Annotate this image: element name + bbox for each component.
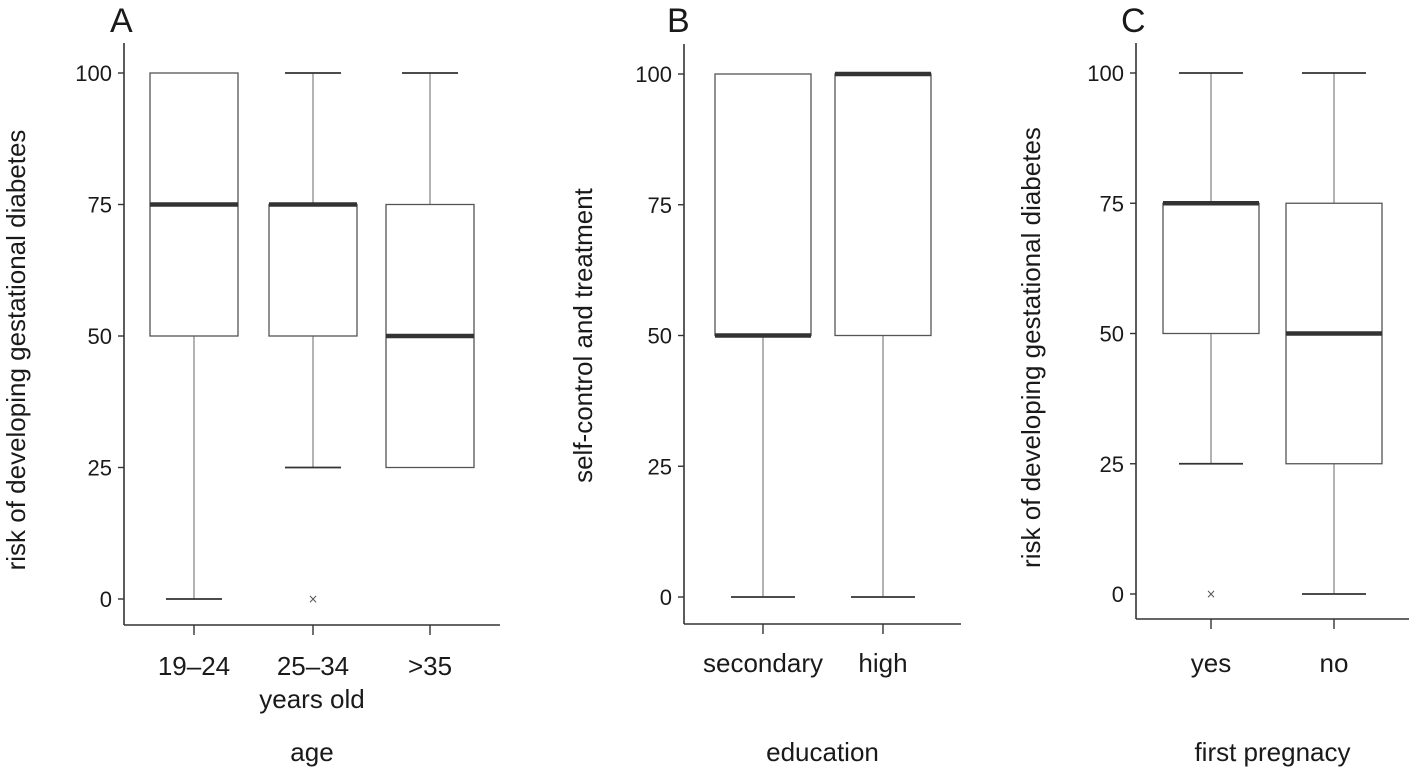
x-tick-label: no (1320, 648, 1349, 678)
panel-label: C (1121, 2, 1146, 40)
iqr-box (268, 203, 358, 337)
x-axis-label: age (290, 737, 333, 767)
y-tick-label: 25 (648, 454, 672, 479)
y-axis-label: self-control and treatment (568, 187, 598, 483)
box-group (714, 73, 812, 598)
chart-panel-a: A 0 25 50 75 100 risk of developing gestationa… (1, 2, 500, 767)
x-tick-label: yes (1191, 648, 1231, 678)
iqr-box (714, 73, 812, 337)
y-tick-label: 50 (1100, 322, 1124, 347)
y-tick-label: 50 (648, 324, 672, 349)
box-group: × (268, 72, 358, 606)
x-tick-label: >35 (408, 651, 452, 681)
outlier-point: × (1206, 587, 1216, 601)
x-axis-label: first pregnacy (1194, 737, 1350, 767)
y-axis-label: risk of developing gestational diabetes (1, 130, 31, 571)
y-tick-label: 75 (1100, 191, 1124, 216)
y-axis-label: risk of developing gestational diabetes (1016, 127, 1046, 568)
panel-label: B (667, 2, 690, 40)
iqr-box (834, 73, 932, 337)
y-tick-label: 0 (660, 585, 672, 610)
box-group (834, 71, 932, 598)
chart-panel-c: C 0 25 50 75 100 risk of developing gestationa… (1016, 2, 1409, 767)
outlier-point: × (308, 592, 318, 606)
x-category-note: years old (259, 684, 365, 714)
y-tick-label: 100 (635, 62, 672, 87)
y-tick-label: 0 (100, 587, 112, 612)
y-tick-label: 50 (88, 324, 112, 349)
y-tick-label: 0 (1112, 582, 1124, 607)
panel-label: A (110, 2, 133, 40)
iqr-box (1162, 202, 1260, 335)
box-group (1285, 72, 1383, 595)
box-group: × (1162, 72, 1260, 601)
x-tick-label: 19–24 (158, 651, 230, 681)
y-tick-label: 100 (1087, 61, 1124, 86)
y-tick-label: 25 (88, 456, 112, 481)
x-tick-label: high (858, 648, 907, 678)
x-tick-label: 25–34 (277, 651, 349, 681)
x-axis-label: education (766, 737, 879, 767)
y-tick-label: 75 (648, 193, 672, 218)
chart-panel-b: B 0 25 50 75 100 self-control and treatment sec… (568, 2, 961, 767)
y-tick-label: 25 (1100, 452, 1124, 477)
box-group (149, 72, 239, 600)
y-tick-label: 75 (88, 193, 112, 218)
x-tick-label: secondary (703, 648, 823, 678)
box-group (385, 72, 475, 469)
y-tick-label: 100 (75, 61, 112, 86)
